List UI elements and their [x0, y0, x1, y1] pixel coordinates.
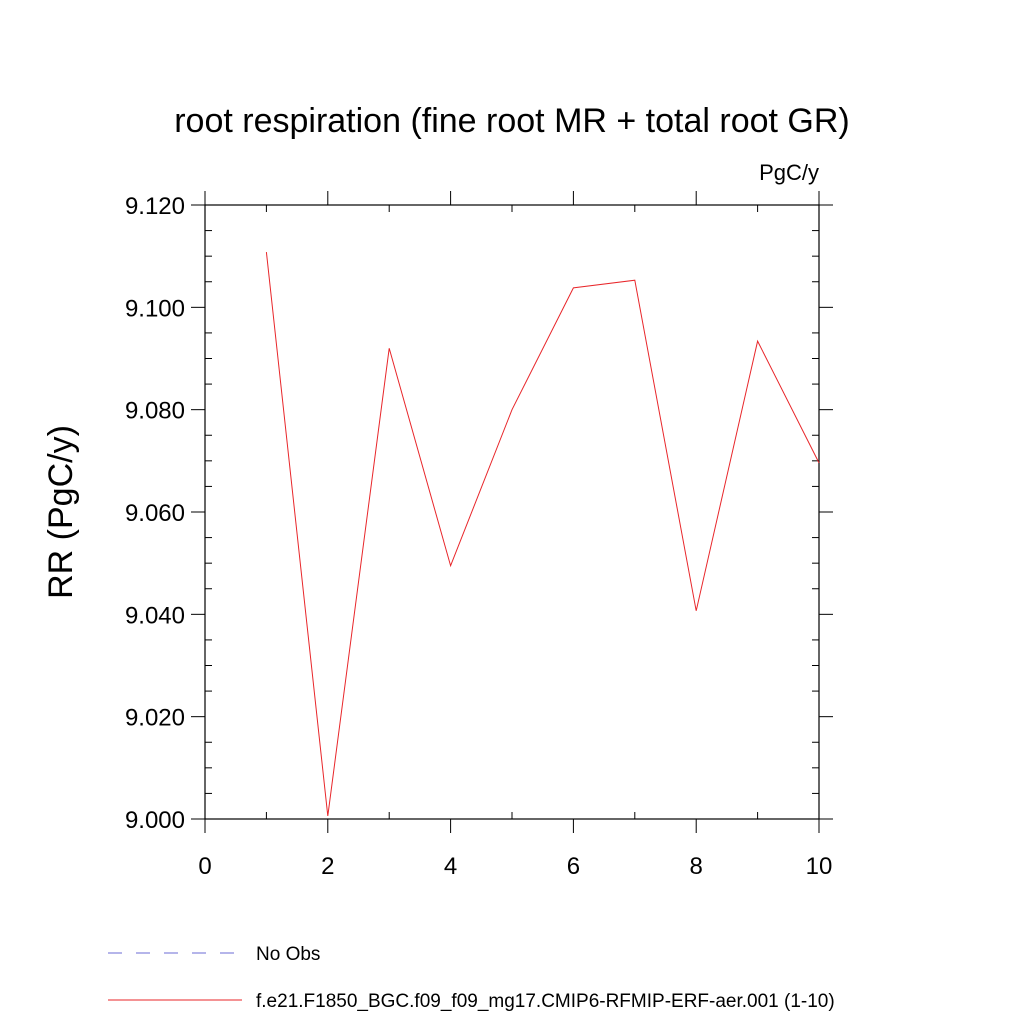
- x-tick-label: 0: [198, 853, 211, 880]
- x-tick-label: 2: [321, 853, 334, 880]
- y-tick-label: 9.100: [125, 295, 185, 322]
- legend-label-no-obs: No Obs: [256, 944, 320, 965]
- plot-frame: [204, 204, 820, 820]
- y-tick-label: 9.020: [125, 705, 185, 732]
- x-tick-label: 4: [444, 853, 457, 880]
- y-tick-label: 9.120: [125, 193, 185, 220]
- chart-title: root respiration (fine root MR + total r…: [174, 102, 850, 140]
- y-tick-label: 9.080: [125, 398, 185, 425]
- units-label: PgC/y: [759, 160, 819, 185]
- x-tick-label: 10: [806, 853, 833, 880]
- series-layer: [265, 252, 820, 816]
- y-tick-label: 9.040: [125, 602, 185, 629]
- x-tick-label: 6: [567, 853, 580, 880]
- y-tick-label: 9.000: [125, 807, 185, 834]
- x-tick-label: 8: [690, 853, 703, 880]
- legend-label-model: f.e21.F1850_BGC.f09_f09_mg17.CMIP6-RFMIP…: [256, 991, 835, 1012]
- legend: No Obs f.e21.F1850_BGC.f09_f09_mg17.CMIP…: [108, 944, 835, 1012]
- y-axis-label: RR (PgC/y): [42, 425, 80, 599]
- series-line: [265, 252, 820, 816]
- axes: 0 2 4 6 8 10 9.000 9.020 9.040 9.060 9.080 9.100 9.1…: [125, 191, 833, 880]
- y-tick-label: 9.060: [125, 500, 185, 527]
